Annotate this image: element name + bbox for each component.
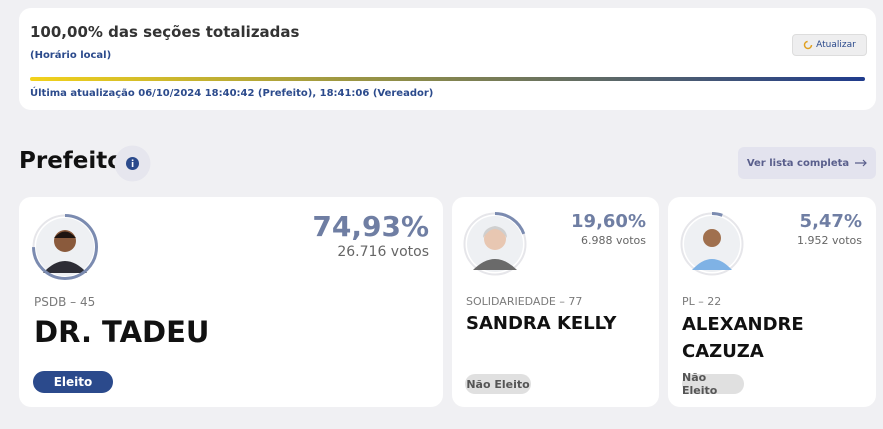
info-icon[interactable]	[114, 145, 151, 182]
party: PSDB – 45	[34, 295, 96, 309]
refresh-button[interactable]: Atualizar	[792, 34, 867, 56]
party: PL – 22	[682, 295, 722, 308]
vote-ring	[711, 212, 723, 217]
avatar	[463, 212, 527, 276]
refresh-label: Atualizar	[816, 40, 856, 50]
last-update: Última atualização 06/10/2024 18:40:42 (…	[30, 88, 434, 99]
vote-count: 26.716 votos	[337, 244, 429, 260]
candidate-card[interactable]: 5,47% 1.952 votos PL – 22 ALEXANDRE CAZU…	[668, 197, 876, 407]
vote-percent: 5,47%	[799, 211, 862, 232]
candidate-name: DR. TADEU	[34, 315, 210, 349]
vote-percent: 74,93%	[312, 210, 429, 243]
status-subtitle: (Horário local)	[30, 50, 112, 61]
vote-ring	[494, 212, 526, 235]
status-card: 100,00% das seções totalizadas (Horário …	[19, 8, 876, 110]
full-list-label: Ver lista completa	[746, 157, 850, 169]
full-list-button[interactable]: Ver lista completa	[738, 147, 876, 179]
status-title: 100,00% das seções totalizadas	[30, 23, 300, 41]
party: SOLIDARIEDADE – 77	[466, 295, 583, 308]
status-pill: Não Eleito	[682, 371, 744, 397]
avatar	[680, 212, 744, 276]
progress-bar	[30, 77, 865, 81]
candidate-name: SANDRA KELLY	[466, 313, 617, 334]
vote-percent: 19,60%	[571, 211, 646, 232]
refresh-icon	[803, 40, 813, 50]
avatar	[32, 214, 98, 280]
vote-count: 6.988 votos	[580, 234, 646, 247]
candidate-card[interactable]: 19,60% 6.988 votos SOLIDARIEDADE – 77 SA…	[452, 197, 659, 407]
vote-ring	[32, 214, 98, 280]
status-pill: Não Eleito	[465, 374, 531, 394]
candidate-card[interactable]: 74,93% 26.716 votos PSDB – 45 DR. TADEU …	[19, 197, 443, 407]
arrow-icon	[855, 159, 868, 167]
status-pill: Eleito	[33, 371, 113, 393]
candidate-name: ALEXANDRE CAZUZA	[682, 314, 804, 362]
section-title: Prefeito	[19, 148, 124, 174]
vote-count: 1.952 votos	[796, 234, 862, 247]
